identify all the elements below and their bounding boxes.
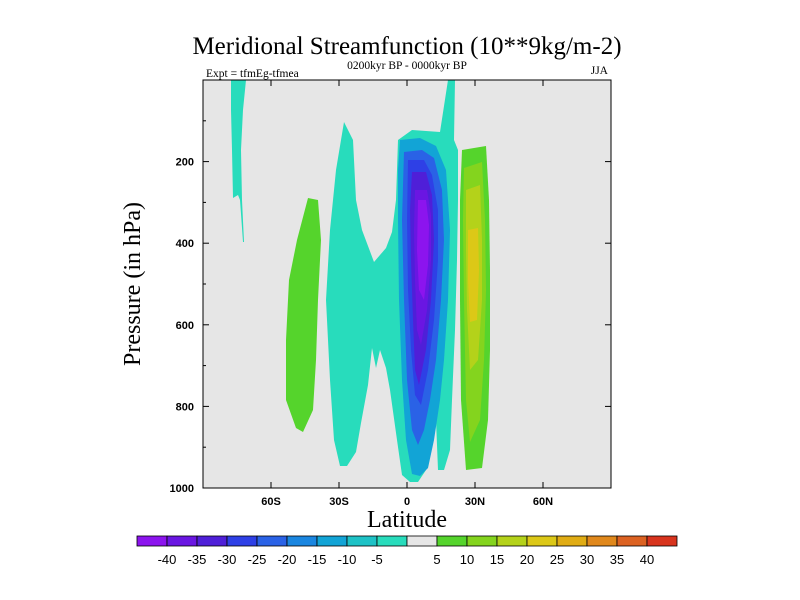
contour-fields — [231, 80, 490, 482]
colorbar-swatch — [196, 535, 228, 547]
colorbar-swatch — [526, 535, 558, 547]
colorbar-label: -20 — [278, 552, 297, 567]
colorbar-label: -5 — [371, 552, 383, 567]
colorbar-label: 25 — [550, 552, 564, 567]
y-tick-label: 200 — [176, 157, 194, 169]
colorbar-swatch — [586, 535, 618, 547]
colorbar-swatch — [376, 535, 408, 547]
colorbar-label: 30 — [580, 552, 594, 567]
colorbar-swatch — [226, 535, 258, 547]
colorbar-swatch — [316, 535, 348, 547]
contour-polar-streak — [231, 80, 246, 242]
y-tick-label: 600 — [176, 320, 194, 332]
y-tick-label: 1000 — [170, 483, 194, 495]
x-tick-label: 0 — [404, 496, 410, 508]
colorbar-swatch — [136, 535, 168, 547]
y-axis: 200 400 600 800 1000 — [170, 120, 611, 495]
colorbar-label: -35 — [188, 552, 207, 567]
y-axis-label: Pressure (in hPa) — [120, 202, 146, 366]
contour-nh-maximum — [468, 228, 479, 322]
y-tick-label: 800 — [176, 401, 194, 413]
colorbar-swatch — [496, 535, 528, 547]
colorbar-label: 15 — [490, 552, 504, 567]
colorbar-swatch — [346, 535, 378, 547]
colorbar-swatch — [166, 535, 198, 547]
period-label: 0200kyr BP - 0000kyr BP — [347, 60, 467, 72]
colorbar-label: -25 — [248, 552, 267, 567]
y-tick-label: 400 — [176, 238, 194, 250]
colorbar-swatch — [286, 535, 318, 547]
colorbar-label: 10 — [460, 552, 474, 567]
colorbar-swatch — [406, 535, 438, 547]
chart-title: Meridional Streamfunction (10**9kg/m-2) — [192, 33, 621, 60]
colorbar-swatch — [616, 535, 648, 547]
colorbar-label: -15 — [308, 552, 327, 567]
colorbar-swatch — [556, 535, 588, 547]
contour-sh-positive-cell — [286, 198, 321, 432]
colorbar-swatch — [646, 535, 678, 547]
colorbar: -40 -35 -30 -25 -20 -15 -10 -5 5 10 15 20 25 30 35 40 — [136, 535, 678, 567]
colorbar-label: -30 — [218, 552, 237, 567]
x-tick-label: 60N — [533, 496, 553, 508]
colorbar-label: 40 — [640, 552, 654, 567]
colorbar-label: 35 — [610, 552, 624, 567]
colorbar-swatch — [466, 535, 498, 547]
colorbar-label: -40 — [158, 552, 177, 567]
x-axis: 60S 30S 0 30N 60N — [261, 80, 553, 508]
colorbar-swatch — [436, 535, 468, 547]
x-tick-label: 30N — [465, 496, 485, 508]
x-tick-label: 30S — [329, 496, 349, 508]
experiment-label: Expt = tfmEg-tfmea — [206, 68, 299, 80]
colorbar-label: -10 — [338, 552, 357, 567]
colorbar-label: 20 — [520, 552, 534, 567]
x-tick-label: 60S — [261, 496, 281, 508]
x-axis-label: Latitude — [367, 507, 447, 533]
season-label: JJA — [591, 65, 609, 77]
colorbar-label: 5 — [433, 552, 440, 567]
colorbar-swatch — [256, 535, 288, 547]
contour-core-minimum — [417, 200, 429, 300]
